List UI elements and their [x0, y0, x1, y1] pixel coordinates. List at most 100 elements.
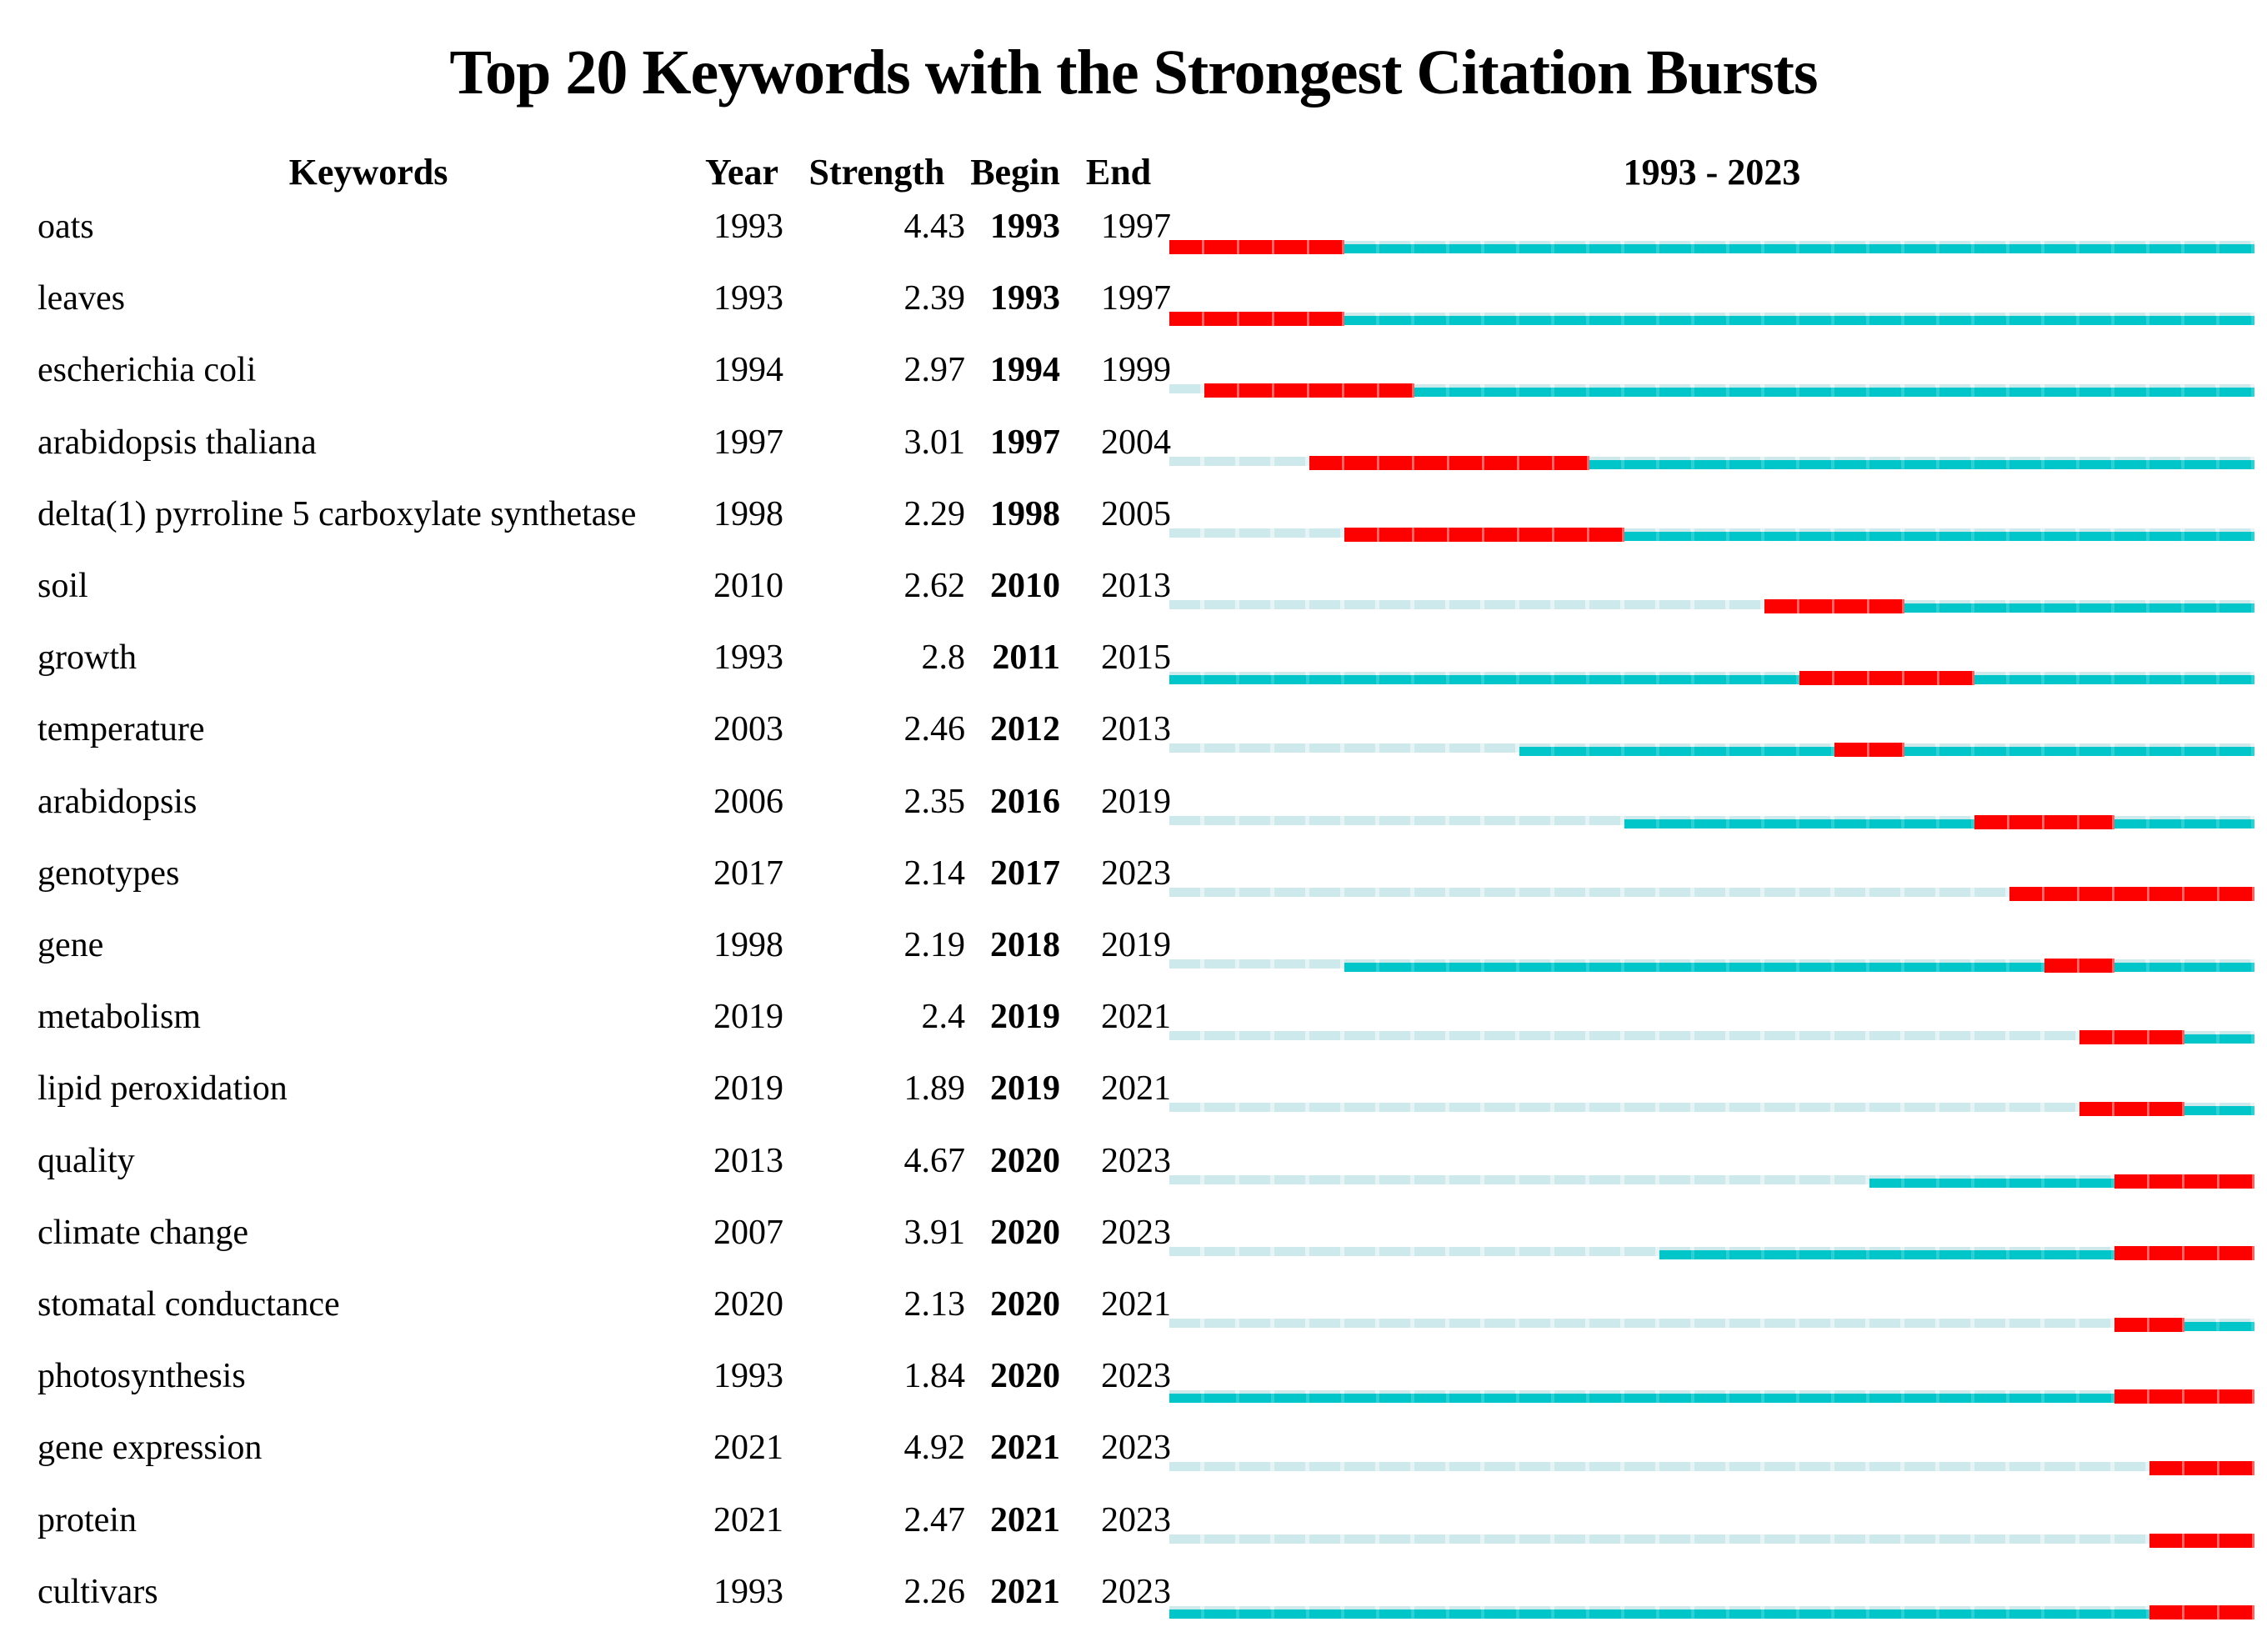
table-row: oats 1993 4.43 1993 1997 [0, 209, 2267, 259]
table-row: genotypes 2017 2.14 2017 2023 [0, 856, 2267, 906]
timeline-bar [1169, 640, 2254, 690]
inactive-period-bar [1169, 600, 2254, 609]
timeline-bar [1169, 856, 2254, 906]
timeline-bar [1169, 928, 2254, 978]
end-value: 2019 [1101, 782, 1171, 821]
end-value: 2021 [1101, 1285, 1171, 1324]
timeline-bar [1169, 568, 2254, 618]
year-value: 2021 [713, 1429, 783, 1468]
table-row: protein 2021 2.47 2021 2023 [0, 1503, 2267, 1553]
burst-period-bar [2044, 959, 2114, 973]
table-row: arabidopsis thaliana 1997 3.01 1997 2004 [0, 425, 2267, 475]
end-value: 1997 [1101, 279, 1171, 318]
keyword-label: soil [38, 567, 88, 605]
timeline-bar [1169, 1430, 2254, 1480]
table-row: leaves 1993 2.39 1993 1997 [0, 281, 2267, 331]
keyword-label: temperature [38, 710, 205, 749]
year-value: 2019 [713, 1069, 783, 1109]
burst-period-bar [2114, 1318, 2184, 1332]
begin-value: 2017 [990, 854, 1060, 893]
table-row: climate change 2007 3.91 2020 2023 [0, 1215, 2267, 1265]
timeline-bar [1169, 1359, 2254, 1409]
keyword-label: oats [38, 208, 94, 246]
table-row: escherichia coli 1994 2.97 1994 1999 [0, 353, 2267, 403]
keyword-label: metabolism [38, 998, 201, 1037]
timeline-bar [1169, 209, 2254, 259]
end-value: 2023 [1101, 1572, 1171, 1611]
strength-value: 2.97 [903, 351, 966, 390]
inactive-period-bar [1169, 1462, 2254, 1472]
year-value: 2010 [713, 567, 783, 605]
strength-value: 2.8 [921, 638, 966, 678]
burst-period-bar [1204, 383, 1414, 398]
table-row: quality 2013 4.67 2020 2023 [0, 1144, 2267, 1194]
begin-value: 2021 [990, 1429, 1060, 1468]
begin-value: 2010 [990, 567, 1060, 605]
burst-period-bar [2149, 1533, 2254, 1548]
table-row: cultivars 1993 2.26 2021 2023 [0, 1574, 2267, 1624]
begin-value: 2020 [990, 1285, 1060, 1324]
year-value: 2020 [713, 1285, 783, 1324]
table-row: arabidopsis 2006 2.35 2016 2019 [0, 784, 2267, 834]
timeline-bar [1169, 1287, 2254, 1337]
begin-value: 1993 [990, 279, 1060, 318]
burst-period-bar [2114, 1245, 2254, 1260]
year-value: 1993 [713, 208, 783, 246]
keyword-label: gene [38, 926, 104, 964]
burst-period-bar [2009, 886, 2254, 901]
timeline-bar [1169, 784, 2254, 834]
year-value: 1998 [713, 494, 783, 533]
strength-value: 2.46 [903, 710, 966, 749]
strength-value: 3.91 [903, 1213, 966, 1252]
burst-period-bar [1344, 527, 1624, 542]
begin-value: 2021 [990, 1500, 1060, 1539]
begin-value: 2020 [990, 1357, 1060, 1396]
column-header-keywords: Keywords [288, 152, 448, 193]
burst-period-bar [2079, 1102, 2184, 1117]
end-value: 1999 [1101, 351, 1171, 390]
year-value: 1994 [713, 351, 783, 390]
end-value: 2013 [1101, 567, 1171, 605]
active-period-bar [1169, 316, 2254, 326]
year-value: 2013 [713, 1141, 783, 1180]
active-period-bar [1624, 818, 2254, 829]
end-value: 2021 [1101, 998, 1171, 1037]
year-value: 2007 [713, 1213, 783, 1252]
begin-value: 2011 [992, 638, 1060, 678]
begin-value: 2021 [990, 1572, 1060, 1611]
inactive-period-bar [1169, 1319, 2254, 1328]
burst-period-bar [2114, 1174, 2254, 1189]
year-value: 1993 [713, 1357, 783, 1396]
end-value: 2015 [1101, 638, 1171, 678]
strength-value: 4.92 [903, 1429, 966, 1468]
timeline-bar [1169, 1215, 2254, 1265]
keyword-label: photosynthesis [38, 1357, 246, 1396]
inactive-period-bar [1169, 1174, 2254, 1184]
active-period-bar [2114, 1322, 2254, 1331]
end-value: 2023 [1101, 854, 1171, 893]
burst-period-bar [1309, 455, 1589, 470]
begin-value: 1994 [990, 351, 1060, 390]
year-value: 2019 [713, 998, 783, 1037]
end-value: 2013 [1101, 710, 1171, 749]
end-value: 2019 [1101, 926, 1171, 964]
timeline-bar [1169, 1574, 2254, 1624]
strength-value: 1.84 [903, 1357, 966, 1396]
keyword-label: genotypes [38, 854, 180, 893]
keyword-label: quality [38, 1141, 135, 1180]
year-value: 2021 [713, 1500, 783, 1539]
year-value: 2006 [713, 782, 783, 821]
begin-value: 1997 [990, 423, 1060, 462]
begin-value: 2019 [990, 1069, 1060, 1109]
year-value: 1997 [713, 423, 783, 462]
timeline-bar [1169, 999, 2254, 1049]
table-row: growth 1993 2.8 2011 2015 [0, 640, 2267, 690]
strength-value: 2.4 [921, 998, 966, 1037]
active-period-bar [1204, 388, 2254, 398]
burst-period-bar [1799, 671, 1974, 686]
active-period-bar [1169, 1609, 2254, 1619]
keyword-label: growth [38, 638, 137, 678]
keyword-label: arabidopsis thaliana [38, 423, 317, 462]
year-value: 1998 [713, 926, 783, 964]
column-header-begin: Begin [970, 152, 1060, 193]
